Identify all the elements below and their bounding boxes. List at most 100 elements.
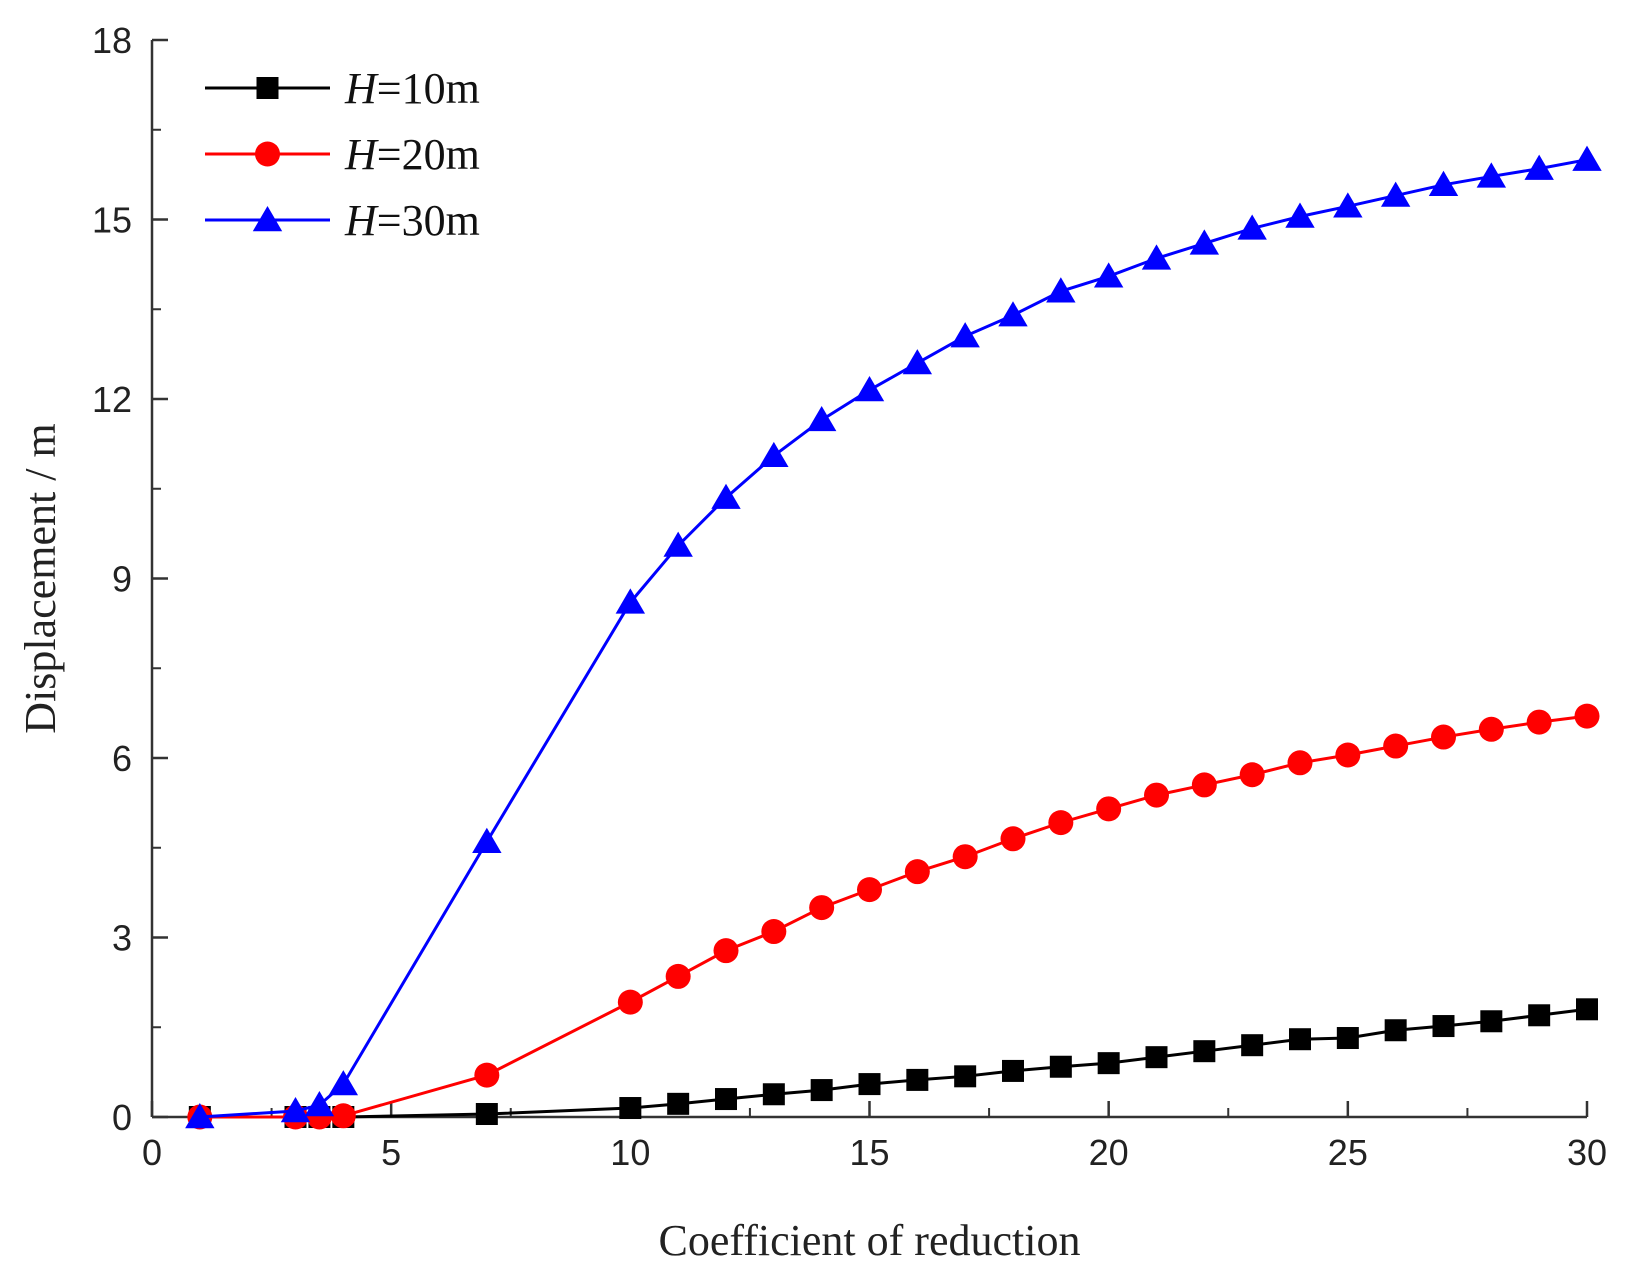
data-point (475, 1103, 498, 1126)
x-tick-label: 20 (1089, 1132, 1129, 1173)
legend-label-value: =20m (377, 130, 480, 179)
axes: 0 5 10 15 20 25 30 0 3 6 9 12 15 18 (92, 20, 1607, 1173)
series-H=20m (187, 703, 1600, 1130)
data-point (806, 405, 837, 432)
data-point (1384, 1019, 1407, 1042)
data-point (304, 1091, 335, 1117)
data-point (1526, 709, 1552, 735)
data-point (810, 1079, 833, 1102)
data-point (904, 859, 930, 885)
data-point (762, 1083, 785, 1106)
data-point (858, 1073, 881, 1096)
data-point (472, 827, 502, 853)
y-tick-label: 18 (92, 20, 132, 61)
data-point (1285, 202, 1315, 228)
data-point (1572, 145, 1602, 171)
data-point (615, 588, 646, 614)
data-point (1097, 1052, 1120, 1075)
y-axis-title: Displacement / m (16, 423, 65, 733)
x-tick-label: 30 (1567, 1132, 1607, 1173)
series-H=30m (185, 145, 1602, 1129)
data-point (713, 938, 739, 964)
x-tick-label: 15 (849, 1132, 889, 1173)
data-point (1289, 1028, 1311, 1051)
legend-label-variable: H (344, 130, 379, 179)
data-point (952, 844, 978, 870)
series-H=10m (188, 998, 1598, 1128)
data-point (1528, 1004, 1551, 1027)
data-point (1574, 703, 1600, 729)
data-point (1431, 724, 1456, 750)
data-point (1432, 1015, 1455, 1038)
data-point (998, 301, 1028, 327)
data-point (1000, 826, 1026, 852)
data-point (1048, 810, 1074, 836)
data-point (950, 322, 980, 348)
data-point (1524, 154, 1554, 180)
data-point (1480, 1010, 1503, 1033)
data-point (902, 349, 933, 375)
data-point (1193, 1040, 1216, 1063)
data-point (619, 1097, 642, 1120)
data-point (330, 1103, 356, 1129)
x-tick-label: 10 (610, 1132, 650, 1173)
legend-marker (252, 206, 283, 232)
x-tick-label: 25 (1328, 1132, 1368, 1173)
legend-item: H=20m (205, 130, 480, 179)
data-point (1287, 750, 1313, 776)
data-point (1383, 733, 1409, 759)
y-tick-label: 6 (112, 738, 132, 779)
y-tick-label: 0 (112, 1097, 132, 1138)
legend-label-variable: H (344, 64, 379, 113)
data-point (809, 895, 835, 921)
x-tick-label: 0 (142, 1132, 162, 1173)
data-point (759, 441, 789, 468)
data-point (1333, 192, 1363, 218)
data-point (1428, 170, 1459, 196)
data-point (1476, 162, 1507, 188)
legend-marker (255, 141, 280, 167)
data-point (1144, 782, 1169, 808)
data-point (715, 1088, 737, 1111)
data-point (1145, 1046, 1168, 1069)
data-point (1576, 998, 1598, 1021)
data-point (474, 1062, 500, 1088)
series-line (199, 714, 1588, 1119)
legend-item: H=10m (205, 64, 480, 113)
data-point (280, 1097, 311, 1123)
data-point (857, 877, 882, 903)
data-point (1191, 772, 1217, 798)
legend-label: H=10m (344, 64, 480, 113)
series-line (199, 1007, 1588, 1119)
data-point (1046, 277, 1076, 303)
series-layer (185, 145, 1602, 1130)
data-point (667, 1092, 690, 1115)
data-point (1239, 762, 1265, 788)
data-point (617, 989, 643, 1015)
data-point (854, 376, 885, 402)
data-point (906, 1068, 929, 1091)
y-tick-label: 15 (92, 200, 132, 241)
data-point (1336, 1027, 1359, 1050)
data-point (1049, 1055, 1072, 1078)
data-point (711, 483, 741, 509)
y-tick-label: 12 (92, 379, 132, 420)
data-point (1237, 214, 1267, 240)
data-point (1335, 742, 1361, 768)
data-point (1093, 262, 1124, 288)
y-tick-label: 3 (112, 918, 132, 959)
data-point (1002, 1059, 1024, 1082)
data-point (1380, 181, 1411, 207)
legend-label: H=30m (344, 196, 480, 245)
legend-label: H=20m (344, 130, 480, 179)
x-axis-title: Coefficient of reduction (659, 1216, 1081, 1265)
data-point (1241, 1034, 1264, 1057)
legend-item: H=30m (205, 196, 480, 245)
data-point (1141, 244, 1172, 270)
data-point (761, 919, 787, 945)
x-tick-label: 5 (381, 1132, 401, 1173)
data-point (328, 1070, 359, 1096)
legend-label-value: =10m (377, 64, 480, 113)
